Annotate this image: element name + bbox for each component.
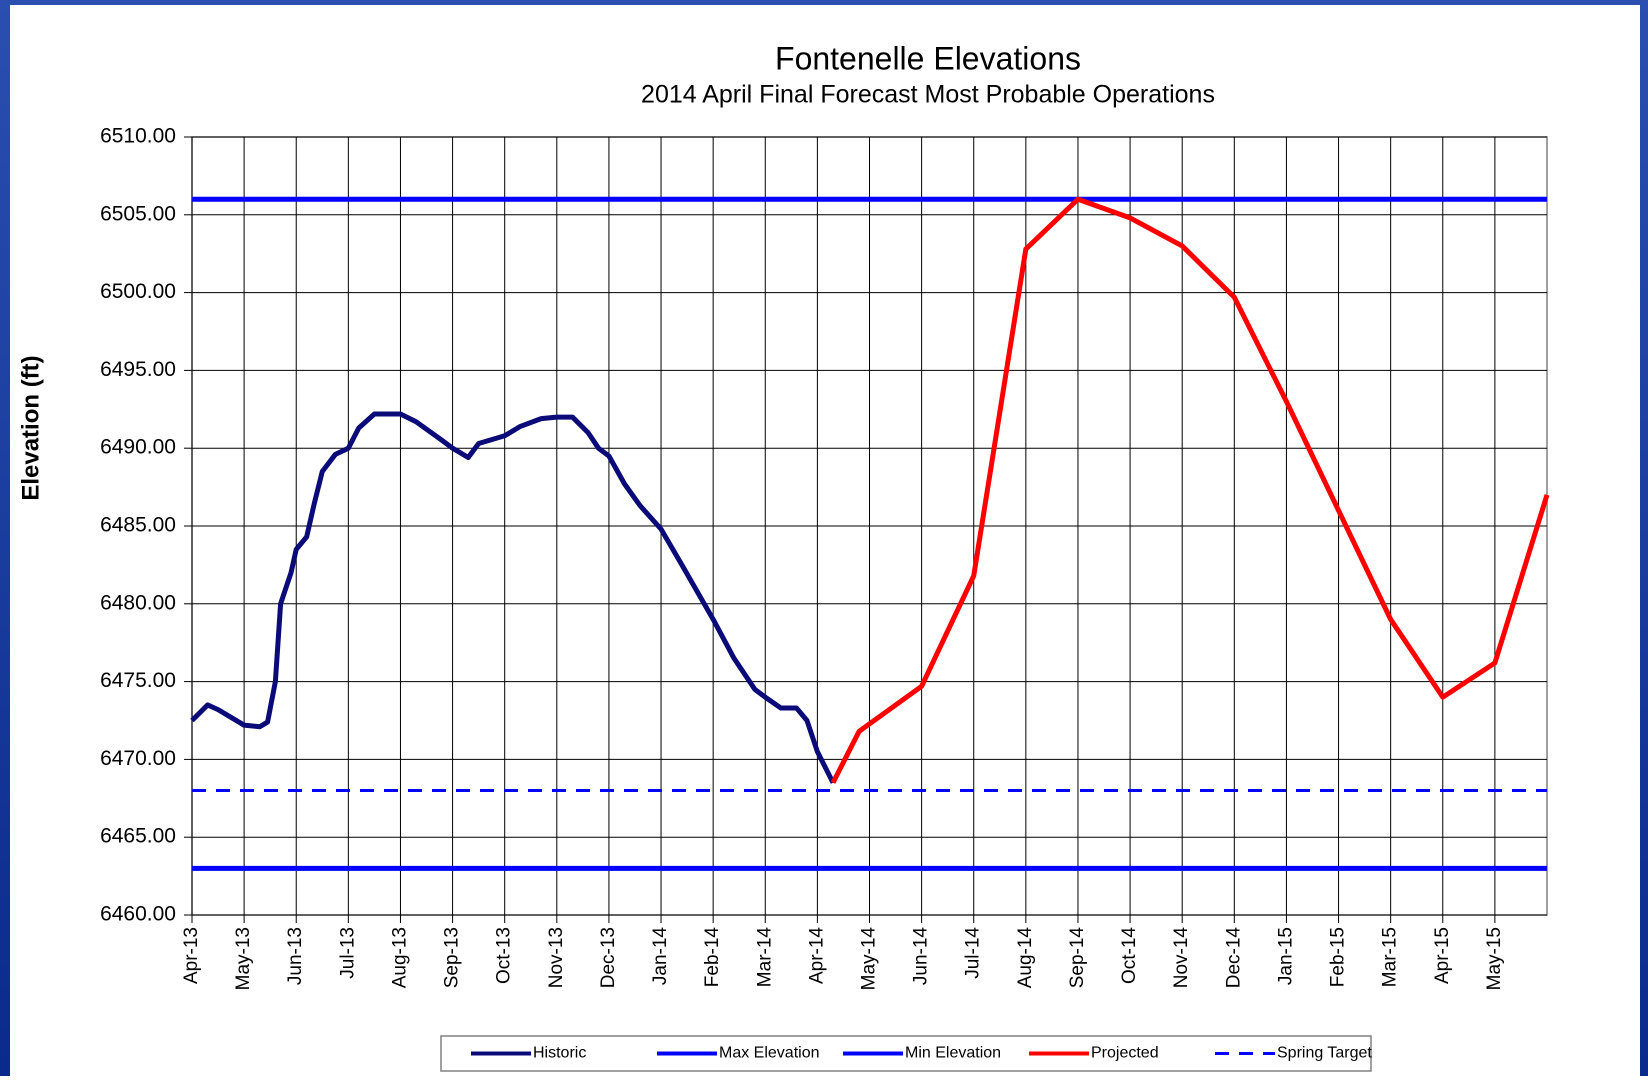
chart-subtitle: 2014 April Final Forecast Most Probable … [641, 81, 1215, 109]
x-tick-label: Sep-13 [442, 927, 463, 988]
x-tick-label: Apr-13 [181, 927, 202, 984]
y-axis-label: Elevation (ft) [17, 355, 44, 500]
x-tick-label: Jan-15 [1275, 927, 1296, 985]
legend-label: Min Elevation [905, 1045, 1001, 1062]
chart-title: Fontenelle Elevations [775, 40, 1081, 76]
legend-label: Max Elevation [719, 1045, 820, 1062]
x-tick-label: Jun-14 [911, 927, 932, 986]
x-tick-label: Aug-13 [389, 927, 410, 988]
y-tick-label: 6485.00 [100, 514, 176, 537]
y-tick-label: 6505.00 [100, 202, 176, 225]
y-tick-label: 6495.00 [100, 358, 176, 381]
y-tick-label: 6465.00 [100, 825, 176, 848]
y-tick-label: 6480.00 [100, 591, 176, 614]
y-tick-label: 6460.00 [100, 903, 176, 926]
x-tick-label: Jul-13 [337, 927, 358, 979]
x-tick-label: Nov-13 [546, 927, 567, 988]
x-tick-label: May-14 [859, 927, 880, 991]
x-tick-label: May-13 [233, 927, 254, 990]
x-tick-label: Jul-14 [963, 927, 984, 979]
x-tick-label: Mar-14 [754, 927, 775, 988]
x-tick-label: Aug-14 [1015, 927, 1036, 989]
x-tick-label: Nov-14 [1171, 927, 1192, 989]
x-tick-label: Oct-14 [1119, 927, 1140, 984]
y-tick-label: 6470.00 [100, 747, 176, 770]
x-tick-label: Feb-14 [702, 927, 723, 988]
y-tick-label: 6510.00 [100, 125, 176, 148]
x-tick-label: Mar-15 [1380, 927, 1401, 987]
x-tick-label: Jan-14 [650, 927, 671, 986]
series-line [190, 411, 836, 784]
x-tick-label: Dec-13 [598, 927, 619, 988]
series-line [830, 196, 1550, 784]
x-tick-label: Feb-15 [1328, 927, 1349, 987]
x-tick-label: Oct-13 [494, 927, 515, 984]
legend-label: Historic [533, 1045, 586, 1062]
x-tick-label: Dec-14 [1223, 927, 1244, 989]
y-tick-label: 6500.00 [100, 280, 176, 303]
x-tick-label: Apr-14 [806, 927, 827, 984]
legend-label: Projected [1091, 1045, 1159, 1062]
x-tick-label: Sep-14 [1067, 927, 1088, 989]
x-tick-label: May-15 [1484, 927, 1505, 990]
y-tick-label: 6490.00 [100, 436, 176, 459]
x-tick-label: Jun-13 [285, 927, 306, 985]
x-tick-label: Apr-15 [1432, 927, 1453, 984]
legend-label: Spring Target [1277, 1045, 1372, 1062]
y-tick-label: 6475.00 [100, 669, 176, 692]
